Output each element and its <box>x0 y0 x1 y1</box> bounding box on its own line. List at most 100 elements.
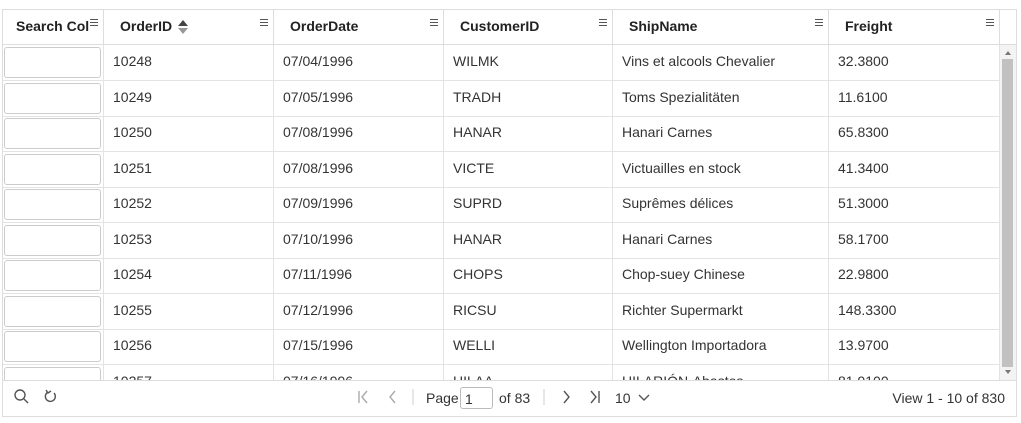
search-input[interactable] <box>4 47 101 78</box>
cell-text: 10252 <box>113 195 152 211</box>
cell-text: CHOPS <box>453 266 503 282</box>
cell: 10253 <box>104 222 274 258</box>
pager-icons <box>14 389 650 405</box>
cell-text: Wellington Importadora <box>622 337 767 353</box>
view-info: View 1 - 10 of 830 <box>892 390 1005 406</box>
column-header[interactable]: CustomerID <box>444 10 613 44</box>
column-title: OrderDate <box>290 18 359 34</box>
cell-text: 10254 <box>113 266 152 282</box>
menu-line <box>430 19 438 20</box>
cell: 32.3800 <box>829 45 1000 80</box>
cell: Wellington Importadora <box>613 329 829 364</box>
cell-text: VICTE <box>453 159 495 176</box>
menu-line <box>599 25 607 26</box>
grid-row: 10255 07/12/1996 RICSU Richter Supermarkt 14… <box>3 293 1000 330</box>
page-count: of 83 <box>499 390 531 406</box>
search-input[interactable] <box>4 189 101 220</box>
cell-text: Victuailles en stock <box>622 159 741 176</box>
search-input[interactable] <box>4 295 101 327</box>
grid-row: 10252 07/09/1996 SUPRD Suprêmes délices 51.3… <box>3 187 1000 223</box>
sort-icon[interactable] <box>177 19 189 35</box>
cell-text: 32.3800 <box>838 53 889 69</box>
cell: VICTE <box>444 151 613 187</box>
cell: 11.6100 <box>829 80 1000 116</box>
cell-text: 07/10/1996 <box>283 230 354 247</box>
search-input[interactable] <box>4 224 101 256</box>
scrollbar[interactable] <box>1000 45 1016 380</box>
cell <box>3 364 104 380</box>
cell-text: HILARIÓN-Abastos <box>622 373 743 381</box>
column-menu[interactable] <box>815 19 823 29</box>
column-header[interactable]: Search Col <box>3 10 104 44</box>
menu-line <box>90 22 98 23</box>
cell: 10256 <box>104 329 274 364</box>
cell: Toms Spezialitäten <box>613 80 829 116</box>
column-menu[interactable] <box>986 19 994 29</box>
cell-text: 41.3400 <box>838 159 889 176</box>
search-input[interactable] <box>4 82 101 114</box>
cell-text: Vins et alcools Chevalier <box>622 53 776 69</box>
cell: 41.3400 <box>829 151 1000 187</box>
cell: 07/16/1996 <box>274 364 444 381</box>
cell <box>3 293 104 329</box>
cell <box>3 116 104 151</box>
cell-text: Richter Supermarkt <box>622 301 743 318</box>
cell-text: 07/16/1996 <box>283 373 353 381</box>
grid-row: 10251 07/08/1996 VICTE Victuailles en stock… <box>3 151 1000 188</box>
search-input[interactable] <box>4 366 101 380</box>
cell-text: HILAA <box>453 373 493 381</box>
pager: Page 1 of 83 10 View 1 - 10 of 830 <box>3 380 1016 417</box>
cell-text: 07/08/1996 <box>283 159 354 176</box>
grid-row: 10254 07/11/1996 CHOPS Chop-suey Chinese 22.… <box>3 258 1000 294</box>
column-header[interactable]: OrderDate <box>274 10 444 44</box>
menu-line <box>260 25 268 26</box>
cell: 10251 <box>104 151 274 187</box>
page-size-select[interactable]: 10 <box>615 390 631 406</box>
search-input[interactable] <box>4 118 101 149</box>
cell: Suprêmes délices <box>613 187 829 222</box>
column-header[interactable]: Freight <box>829 10 1000 44</box>
scroll-arrows <box>1005 51 1011 374</box>
cell-text: TRADH <box>453 88 502 105</box>
menu-line <box>599 19 607 20</box>
menu-line <box>986 25 994 26</box>
cell-text: 07/11/1996 <box>283 266 353 282</box>
search-input[interactable] <box>4 260 101 291</box>
cell-text: SUPRD <box>453 195 503 211</box>
menu-line <box>90 25 98 26</box>
cell: 10248 <box>104 45 274 80</box>
search-input[interactable] <box>4 153 101 185</box>
cell: 07/08/1996 <box>274 151 444 187</box>
cell: 07/08/1996 <box>274 116 444 151</box>
column-menu[interactable] <box>90 19 98 29</box>
cell-text: 10257 <box>113 373 152 381</box>
cell: 10250 <box>104 116 274 151</box>
column-title: OrderID <box>120 18 173 34</box>
cell-text: HANAR <box>453 124 503 140</box>
menu-line <box>815 22 823 23</box>
cell-text: 58.1700 <box>838 230 889 247</box>
grid-row: 10250 07/08/1996 HANAR Hanari Carnes 65.8300 <box>3 116 1000 152</box>
grid-row: 10256 07/15/1996 WELLI Wellington Importado… <box>3 329 1000 365</box>
cell: 07/04/1996 <box>274 45 444 80</box>
cell-text: HANAR <box>453 230 503 247</box>
column-menu[interactable] <box>260 19 268 29</box>
cell-text: 10255 <box>113 301 152 318</box>
column-header[interactable]: OrderID <box>104 10 274 44</box>
search-input[interactable] <box>4 331 101 362</box>
cell-text: Toms Spezialitäten <box>622 88 740 105</box>
column-header[interactable]: ShipName <box>613 10 829 44</box>
menu-line <box>430 25 438 26</box>
column-menu[interactable] <box>430 19 438 29</box>
cell-text: 81.9100 <box>838 373 889 381</box>
cell: Hanari Carnes <box>613 116 829 151</box>
page-input[interactable]: 1 <box>460 387 493 409</box>
page-label: Page <box>426 390 459 406</box>
menu-line <box>599 22 607 23</box>
scroll-thumb[interactable] <box>1002 59 1013 367</box>
menu-line <box>90 19 98 20</box>
cell-text: 10253 <box>113 230 152 247</box>
cell: 07/09/1996 <box>274 187 444 222</box>
cell: 07/11/1996 <box>274 258 444 293</box>
column-menu[interactable] <box>599 19 607 29</box>
